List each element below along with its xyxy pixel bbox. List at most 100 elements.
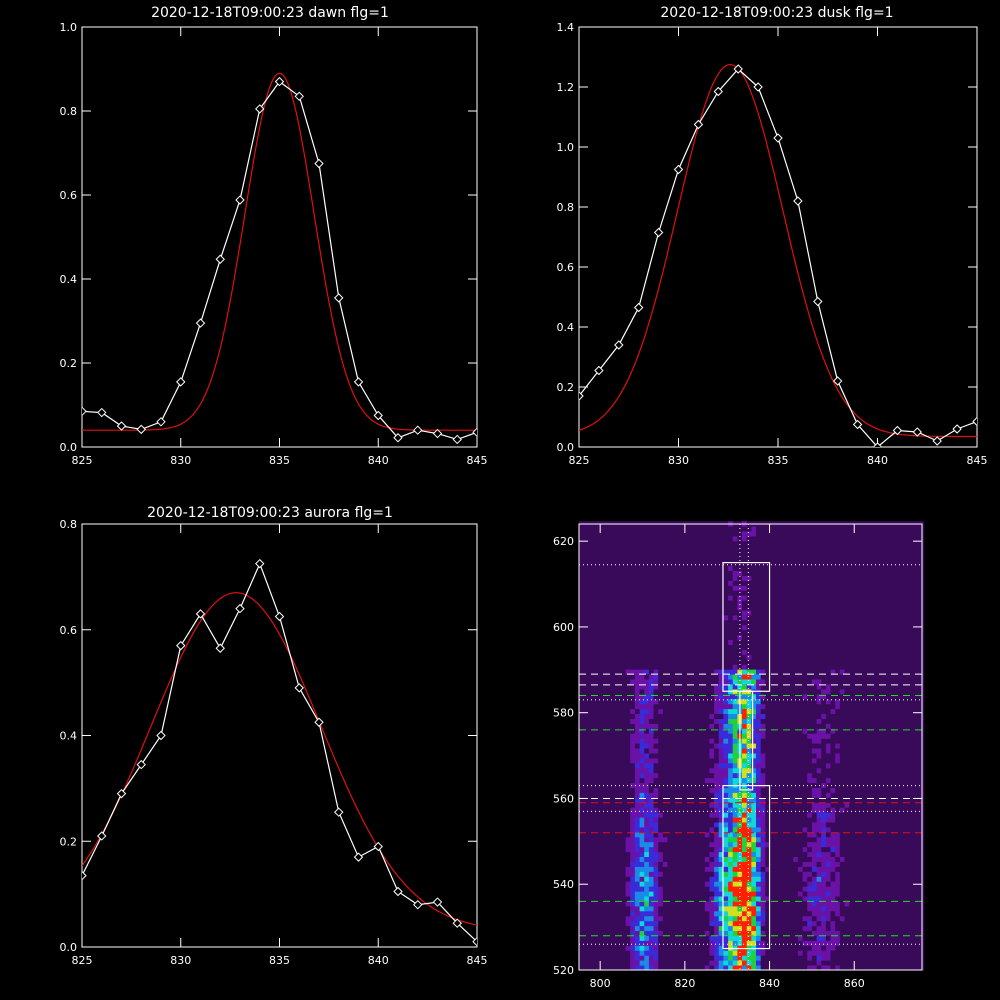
heatmap-cell [909, 782, 915, 788]
heatmap-cell [830, 698, 836, 705]
heatmap-cell [788, 950, 794, 956]
heatmap-cell [709, 802, 715, 808]
heatmap-cell [648, 856, 655, 862]
heatmap-cell [863, 935, 869, 941]
heatmap-cell [774, 866, 780, 872]
heatmap-cell [625, 901, 631, 907]
heatmap-cell [853, 792, 859, 798]
heatmap-cell [770, 738, 776, 744]
heatmap-cell [756, 674, 762, 680]
heatmap-cell [825, 831, 832, 838]
heatmap-cell [606, 812, 613, 818]
heatmap-cell [788, 827, 794, 833]
heatmap-cell [849, 896, 855, 902]
heatmap-cell [895, 762, 901, 769]
heatmap-cell [760, 802, 766, 808]
heatmap-cell [853, 748, 859, 754]
heatmap-cell [588, 881, 594, 887]
heatmap-cell [788, 733, 794, 739]
heatmap-cell [839, 674, 845, 680]
heatmap-cell [672, 861, 678, 867]
heatmap-cell [667, 915, 673, 922]
heatmap-cell [760, 684, 766, 690]
heatmap-cell [858, 965, 864, 971]
heatmap-cell [723, 836, 729, 843]
heatmap-cell [835, 827, 841, 833]
heatmap-cell [728, 718, 734, 724]
heatmap-cells [579, 521, 925, 971]
y-tick-label: 1.4 [557, 21, 575, 34]
heatmap-cell [770, 910, 776, 917]
heatmap-cell [756, 950, 762, 956]
data-point [294, 91, 304, 102]
heatmap-cell [784, 950, 790, 956]
heatmap-cell [714, 792, 720, 798]
heatmap-cell [765, 817, 771, 823]
data-point [432, 897, 443, 907]
heatmap-cell [737, 920, 743, 927]
heatmap-cell [718, 915, 724, 922]
heatmap-cell [784, 812, 790, 818]
heatmap-cell [658, 762, 664, 769]
heatmap-cell [625, 886, 631, 892]
heatmap-cell [714, 915, 720, 922]
heatmap-cell [588, 718, 594, 724]
heatmap-cell [839, 905, 845, 912]
heatmap-cell [793, 915, 799, 922]
heatmap-cell [895, 679, 901, 685]
heatmap-cell [802, 753, 808, 759]
heatmap-cell [760, 841, 766, 848]
heatmap-cell [821, 723, 827, 729]
heatmap-cell [784, 901, 790, 907]
heatmap-cell [877, 812, 883, 818]
heatmap-cell [756, 659, 762, 665]
heatmap-cell [849, 757, 855, 764]
heatmap-cell [807, 787, 813, 793]
heatmap-cell [658, 925, 664, 931]
heatmap-cell [844, 728, 850, 734]
heatmap-cell [765, 827, 771, 833]
heatmap-cell [863, 876, 869, 882]
heatmap-cell [728, 891, 734, 897]
heatmap-cell [844, 822, 850, 828]
heatmap-cell [886, 748, 892, 754]
heatmap-cell [718, 698, 724, 705]
heatmap-cell [881, 915, 887, 922]
heatmap-cell [877, 748, 883, 754]
heatmap-cell [686, 817, 692, 823]
heatmap-cell [704, 846, 710, 853]
heatmap-cell [606, 777, 613, 784]
heatmap-cell [802, 718, 808, 724]
heatmap-cell [811, 728, 818, 734]
heatmap-cell [900, 920, 906, 927]
heatmap-cell [784, 896, 790, 902]
heatmap-cell [714, 846, 720, 853]
heatmap-cell [872, 955, 878, 961]
heatmap-cell [732, 812, 738, 818]
heatmap-cell [583, 812, 589, 818]
heatmap-cell [807, 945, 813, 951]
heatmap-cell [905, 836, 911, 843]
heatmap-cell [914, 831, 920, 838]
heatmap-cell [797, 743, 804, 749]
heatmap-cell [895, 782, 901, 788]
heatmap-cell [807, 797, 813, 803]
heatmap-cell [835, 881, 841, 887]
heatmap-cell [746, 950, 752, 956]
heatmap-cell [867, 708, 873, 714]
heatmap-cell [891, 866, 897, 872]
heatmap-cell [700, 920, 706, 927]
heatmap-cell [909, 827, 915, 833]
heatmap-cell [620, 733, 627, 739]
heatmap-cell [881, 955, 887, 961]
heatmap-cell [765, 940, 771, 946]
heatmap-cell [583, 802, 589, 808]
heatmap-cell [662, 787, 668, 793]
heatmap-cell [811, 827, 818, 833]
heatmap-cell [737, 831, 743, 838]
heatmap-cell [760, 772, 766, 779]
heatmap-cell [835, 920, 841, 927]
heatmap-cell [746, 777, 752, 784]
heatmap-cell [653, 748, 659, 754]
heatmap-cell [746, 901, 752, 907]
